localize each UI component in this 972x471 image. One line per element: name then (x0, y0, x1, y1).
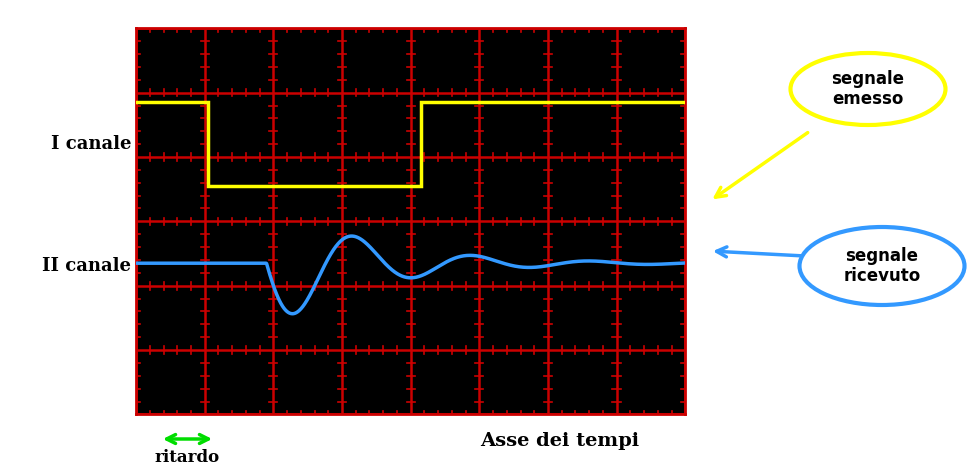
Text: segnale
emesso: segnale emesso (831, 70, 905, 108)
Text: Asse dei tempi: Asse dei tempi (480, 432, 640, 450)
Text: ritardo: ritardo (155, 449, 220, 466)
Text: I canale: I canale (51, 135, 131, 153)
Text: segnale
ricevuto: segnale ricevuto (844, 247, 920, 285)
Text: II canale: II canale (42, 258, 131, 276)
